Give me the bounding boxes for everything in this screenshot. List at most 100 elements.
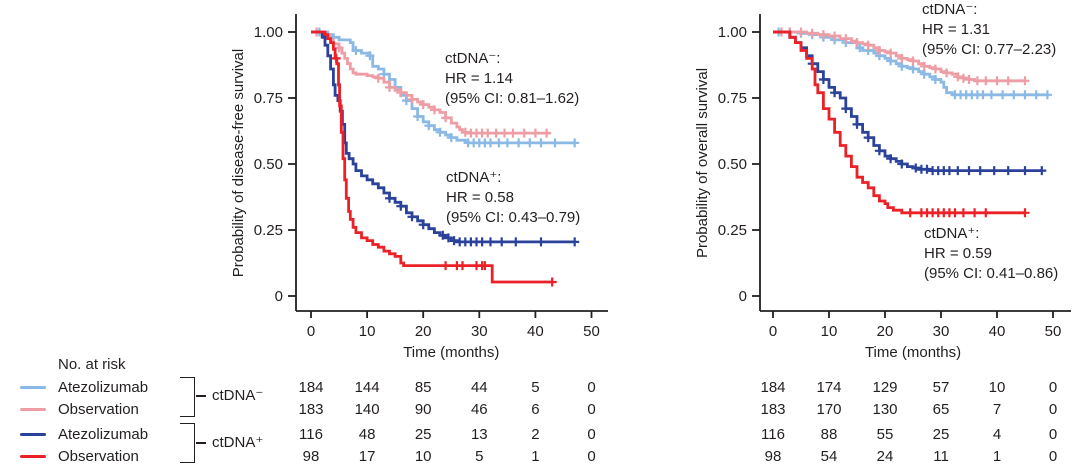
annotation-line: HR = 1.31	[922, 21, 990, 38]
annotation-line: HR = 1.14	[445, 70, 513, 87]
risk-count: 129	[872, 379, 898, 396]
legend-group-label: ctDNA⁻	[212, 387, 264, 404]
legend-swatch-observation	[20, 408, 46, 412]
y-tick-label: 0.50	[254, 156, 283, 173]
x-axis-title: Time (months)	[865, 344, 961, 361]
censor-marks-observation-ctdna-	[905, 208, 1030, 218]
legend-swatch-atezolizumab	[20, 433, 46, 437]
risk-count: 2	[531, 426, 540, 443]
curve-atezolizumab-ctdna-	[311, 30, 575, 244]
risk-count: 48	[358, 426, 376, 443]
risk-count: 170	[816, 401, 842, 418]
annotation-ctDNA-negative: ctDNA⁻: HR = 1.14 (95% CI: 0.81–1.62)	[445, 49, 579, 109]
legend-label-atezolizumab: Atezolizumab	[58, 379, 149, 396]
x-tick-label: 50	[583, 323, 600, 340]
legend-swatch-atezolizumab	[20, 386, 46, 390]
annotation-line: ctDNA⁺:	[446, 169, 502, 186]
annotation-line: HR = 0.59	[924, 245, 992, 262]
legend-swatch-observation	[20, 455, 46, 459]
risk-count: 130	[872, 401, 898, 418]
x-tick-label: 30	[471, 323, 488, 340]
curve-observation-ctdna-	[773, 30, 1025, 215]
annotation-line: (95% CI: 0.81–1.62)	[445, 90, 580, 107]
y-tick-label: 0.75	[254, 90, 283, 107]
x-tick-label: 20	[415, 323, 432, 340]
x-axis-title: Time (months)	[403, 344, 499, 361]
censor-marks-atezolizumab-ctdna-	[807, 59, 1047, 176]
x-tick-label: 10	[359, 323, 376, 340]
risk-count: 116	[299, 426, 323, 443]
y-tick-label: 1.00	[254, 24, 283, 41]
risk-count: 0	[1048, 426, 1058, 443]
x-tick-label: 0	[769, 323, 777, 340]
x-tick-label: 0	[307, 323, 315, 340]
x-tick-label: 20	[877, 323, 894, 340]
risk-count: 44	[470, 379, 488, 396]
y-tick-label: 0.75	[718, 90, 747, 107]
risk-count: 17	[358, 448, 376, 465]
annotation-line: ctDNA⁺:	[924, 225, 980, 242]
risk-count: 0	[587, 379, 596, 396]
y-axis-title: Probability of disease-free survival	[230, 49, 247, 277]
risk-count: 10	[414, 448, 432, 465]
risk-count: 140	[354, 401, 380, 418]
risk-count: 54	[820, 448, 838, 465]
risk-count: 24	[876, 448, 894, 465]
legend-group-label: ctDNA⁺	[212, 434, 264, 451]
legend-group-bracket	[180, 423, 195, 463]
risk-count: 1	[531, 448, 540, 465]
y-axis-title: Probability of overall survival	[694, 68, 711, 258]
risk-table-title: No. at risk	[58, 356, 126, 373]
y-tick-label: 0.25	[718, 222, 747, 239]
x-tick-label: 50	[1045, 323, 1062, 340]
risk-count: 10	[988, 379, 1006, 396]
y-tick-label: 0	[275, 288, 283, 305]
legend-group-bracket	[180, 377, 195, 417]
y-tick-label: 0	[739, 288, 747, 305]
annotation-line: (95% CI: 0.43–0.79)	[446, 209, 581, 226]
risk-count: 0	[1048, 401, 1058, 418]
risk-count: 98	[764, 448, 782, 465]
risk-count: 183	[298, 401, 324, 418]
risk-count: 57	[932, 379, 950, 396]
risk-count: 4	[992, 426, 1002, 443]
risk-count: 65	[932, 401, 950, 418]
risk-count: 1	[992, 448, 1002, 465]
risk-count: 184	[760, 379, 786, 396]
annotation-ctDNA-negative: ctDNA⁻: HR = 1.31 (95% CI: 0.77–2.23)	[922, 0, 1056, 60]
x-tick-label: 30	[933, 323, 950, 340]
risk-count: 0	[587, 401, 596, 418]
legend-label-observation: Observation	[58, 401, 139, 418]
annotation-ctDNA-positive: ctDNA⁺: HR = 0.59 (95% CI: 0.41–0.86)	[924, 224, 1058, 284]
risk-count: 98	[302, 448, 320, 465]
annotation-line: (95% CI: 0.77–2.23)	[922, 41, 1057, 58]
risk-count: 0	[587, 426, 596, 443]
censor-marks-observation-ctdna-	[331, 53, 557, 287]
risk-count: 90	[414, 401, 432, 418]
annotation-line: ctDNA⁻:	[922, 1, 978, 18]
annotation-ctDNA-positive: ctDNA⁺: HR = 0.58 (95% CI: 0.43–0.79)	[446, 168, 580, 228]
risk-count: 174	[816, 379, 842, 396]
x-tick-label: 40	[527, 323, 544, 340]
risk-count: 116	[761, 426, 785, 443]
legend-label-atezolizumab: Atezolizumab	[58, 426, 149, 443]
risk-count: 46	[470, 401, 488, 418]
legend-group-dash	[196, 395, 206, 397]
risk-count: 0	[1048, 379, 1058, 396]
risk-count: 25	[932, 426, 950, 443]
x-tick-label: 10	[821, 323, 838, 340]
annotation-line: ctDNA⁻:	[445, 50, 501, 67]
annotation-line: HR = 0.58	[446, 189, 514, 206]
risk-count: 88	[820, 426, 838, 443]
risk-count: 25	[414, 426, 432, 443]
curve-observation-ctdna-	[311, 30, 553, 284]
risk-count: 144	[354, 379, 380, 396]
risk-count: 7	[992, 401, 1002, 418]
risk-count: 183	[760, 401, 786, 418]
y-tick-label: 0.25	[254, 222, 283, 239]
censor-marks-atezolizumab-ctdna-	[385, 193, 580, 247]
risk-count: 184	[298, 379, 324, 396]
risk-count: 0	[587, 448, 596, 465]
